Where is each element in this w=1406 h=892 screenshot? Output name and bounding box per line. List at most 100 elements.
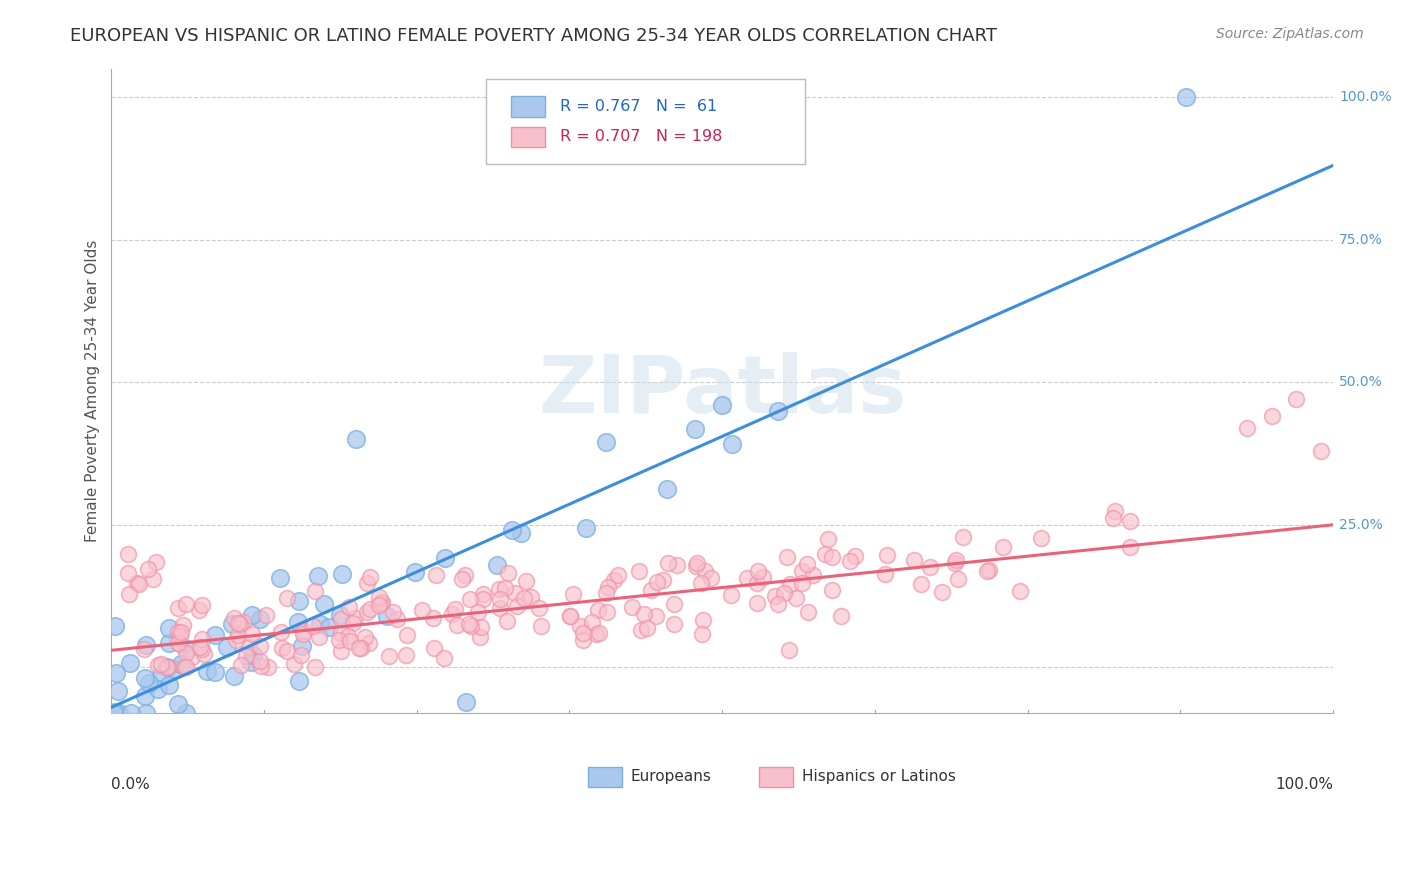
Text: 50.0%: 50.0% xyxy=(1339,376,1382,389)
Point xyxy=(156,660,179,674)
Point xyxy=(167,601,190,615)
Point xyxy=(385,612,408,626)
Point xyxy=(138,676,160,690)
Point xyxy=(330,644,353,658)
Point xyxy=(494,581,516,595)
Point xyxy=(443,602,465,616)
Point xyxy=(558,609,581,624)
Point xyxy=(215,640,238,655)
Point xyxy=(276,591,298,606)
Point xyxy=(132,642,155,657)
Text: 75.0%: 75.0% xyxy=(1339,233,1382,246)
Point xyxy=(1029,532,1052,546)
Point xyxy=(690,627,713,641)
Point xyxy=(1104,503,1126,517)
Point xyxy=(790,564,813,578)
Point xyxy=(375,609,398,624)
Point xyxy=(370,596,392,610)
Point xyxy=(721,437,744,451)
Point xyxy=(225,633,247,648)
Text: 0.0%: 0.0% xyxy=(111,778,150,792)
Point xyxy=(242,648,264,663)
Point xyxy=(330,612,353,626)
Point xyxy=(330,626,353,640)
Point xyxy=(224,611,246,625)
Point xyxy=(645,574,668,589)
Point xyxy=(249,612,271,626)
Point xyxy=(204,628,226,642)
Point xyxy=(931,584,953,599)
Point xyxy=(527,601,550,615)
Point xyxy=(307,569,329,583)
Point xyxy=(470,630,492,644)
Point xyxy=(188,640,211,654)
Point xyxy=(359,602,381,616)
Point xyxy=(238,640,260,655)
Point xyxy=(157,621,180,635)
Point xyxy=(404,565,426,579)
Point xyxy=(560,608,582,623)
Point xyxy=(451,572,474,586)
Point xyxy=(766,403,789,417)
Point xyxy=(156,660,179,674)
Point xyxy=(876,549,898,563)
Point xyxy=(652,573,675,587)
Point xyxy=(135,706,157,720)
Point xyxy=(790,576,813,591)
Point xyxy=(460,619,482,633)
Point xyxy=(446,617,468,632)
Point xyxy=(945,553,967,567)
Point xyxy=(1101,510,1123,524)
Point xyxy=(1175,90,1198,104)
Point xyxy=(485,558,508,572)
Point xyxy=(683,423,706,437)
Point xyxy=(117,566,139,580)
Point xyxy=(249,639,271,653)
Point xyxy=(337,629,360,643)
Point xyxy=(378,648,401,663)
Point xyxy=(229,658,252,673)
FancyBboxPatch shape xyxy=(510,96,546,117)
Point xyxy=(169,629,191,643)
Point xyxy=(817,533,839,547)
Point xyxy=(945,556,967,570)
Point xyxy=(104,665,127,680)
Point xyxy=(269,571,291,585)
Point xyxy=(328,608,350,623)
Point xyxy=(745,575,768,590)
Point xyxy=(903,553,925,567)
Point xyxy=(304,584,326,599)
Point xyxy=(157,678,180,692)
Point xyxy=(645,608,668,623)
Point xyxy=(368,598,391,612)
Point xyxy=(304,659,326,673)
Point xyxy=(844,549,866,563)
Point xyxy=(271,640,294,655)
Point xyxy=(221,616,243,631)
Point xyxy=(454,695,477,709)
Point xyxy=(561,587,583,601)
Point xyxy=(572,626,595,640)
Point xyxy=(127,575,149,590)
Point xyxy=(107,684,129,698)
Point xyxy=(778,642,800,657)
Text: R = 0.707   N = 198: R = 0.707 N = 198 xyxy=(560,129,723,145)
Point xyxy=(395,648,418,662)
Point xyxy=(1236,421,1258,435)
Point xyxy=(229,617,252,632)
Point xyxy=(176,641,198,656)
Point xyxy=(620,600,643,615)
Point xyxy=(575,520,598,534)
Point xyxy=(176,597,198,611)
Point xyxy=(513,591,536,605)
Point xyxy=(689,576,711,591)
Point xyxy=(595,585,617,599)
Point xyxy=(752,570,775,584)
Point xyxy=(287,615,309,629)
Point xyxy=(946,572,969,586)
Point xyxy=(640,583,662,598)
Point xyxy=(232,615,254,629)
Point xyxy=(148,657,170,672)
Point xyxy=(134,671,156,685)
Point xyxy=(157,636,180,650)
